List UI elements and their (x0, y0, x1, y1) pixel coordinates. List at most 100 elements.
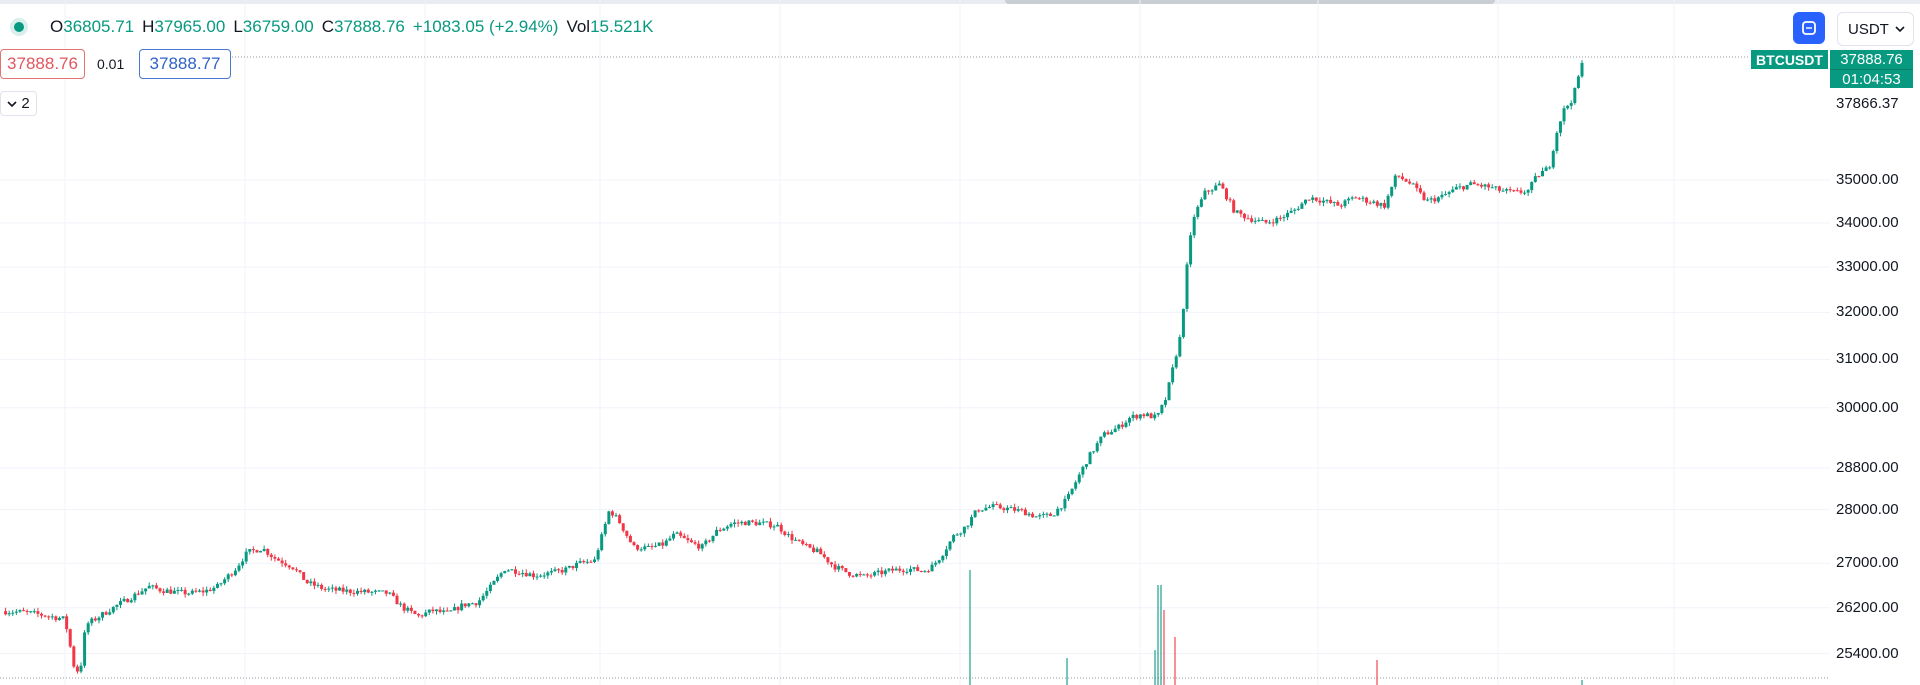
candle-body (1174, 356, 1178, 368)
candle-body (1113, 428, 1117, 433)
candle-body (1070, 488, 1074, 495)
candle-body (865, 574, 869, 576)
candle-body (542, 575, 546, 577)
candle-body (1472, 182, 1476, 185)
candle-body (1530, 182, 1534, 191)
candle-body (761, 521, 765, 523)
spread-value: 0.01 (97, 56, 125, 72)
toolbar-shadow (1005, 0, 1495, 4)
candle-body (1084, 464, 1088, 467)
candle-body (1458, 186, 1462, 188)
candle-body (129, 600, 133, 603)
candle-body (215, 583, 219, 588)
candle-body (686, 538, 690, 541)
candle-body (1163, 400, 1167, 405)
candle-body (305, 579, 309, 584)
candle-body (413, 610, 417, 615)
candle-body (725, 526, 729, 529)
candle-body (1110, 432, 1114, 435)
candle-body (506, 570, 510, 572)
candle-body (140, 591, 144, 595)
price-tick-label: 33000.00 (1836, 257, 1899, 275)
candle-body (1149, 413, 1153, 419)
candle-body (1203, 190, 1207, 200)
candle-body (643, 546, 647, 550)
candle-body (1551, 151, 1555, 168)
candle-body (600, 534, 604, 551)
candle-body (1235, 210, 1239, 213)
candle-body (187, 593, 191, 595)
candle-body (273, 556, 277, 559)
candle-body (36, 611, 40, 614)
candle-body (610, 511, 614, 516)
indicators-toggle[interactable]: 2 (0, 91, 37, 116)
candle-body (391, 592, 395, 596)
candle-body (1013, 507, 1017, 511)
candle-body (1562, 108, 1566, 122)
price-tick-label: 30000.00 (1836, 398, 1899, 416)
candle-body (1016, 509, 1020, 511)
close-label: C (321, 17, 334, 36)
candle-body (119, 601, 122, 605)
candle-body (330, 587, 334, 589)
candle-body (496, 576, 500, 581)
candle-body (1296, 208, 1300, 210)
candle-body (162, 591, 166, 593)
candle-body (891, 568, 895, 571)
candle-body (65, 616, 69, 630)
candle-body (1444, 194, 1448, 196)
candle-body (962, 526, 966, 534)
candle-body (338, 587, 342, 591)
candle-body (1260, 219, 1264, 221)
candle-body (435, 609, 438, 612)
candle-body (970, 517, 974, 526)
candle-body (1400, 176, 1404, 180)
candle-body (1433, 198, 1437, 202)
symbol-tag: BTCUSDT (1751, 50, 1828, 69)
candle-body (409, 607, 413, 611)
candle-body (689, 540, 693, 543)
candle-body (837, 566, 841, 570)
currency-selector[interactable]: USDT (1837, 12, 1914, 46)
candle-body (381, 590, 385, 592)
candle-body (521, 572, 525, 575)
candle-body (1332, 201, 1336, 203)
candle-body (1045, 513, 1049, 515)
candle-body (984, 507, 988, 511)
candle-body (1275, 217, 1279, 224)
candle-body (955, 534, 959, 536)
candle-body (384, 590, 388, 594)
candle-body (1146, 413, 1149, 417)
candle-body (1569, 103, 1573, 106)
candle-body (973, 510, 977, 518)
candle-body (194, 590, 198, 592)
candle-body (1286, 212, 1290, 218)
candle-body (779, 524, 783, 532)
candle-body (1074, 482, 1078, 489)
candle-body (1289, 210, 1293, 213)
candle-body (1339, 205, 1343, 207)
candle-body (1246, 218, 1250, 220)
candle-body (348, 589, 352, 593)
open-label: O (50, 17, 64, 36)
candle-body (294, 569, 298, 571)
candle-body (862, 574, 866, 576)
candle-body (646, 545, 650, 547)
candle-body (438, 609, 442, 612)
candle-body (492, 580, 496, 585)
candle-body (1293, 209, 1297, 211)
candle-body (449, 610, 453, 612)
candle-body (1537, 176, 1541, 178)
candle-body (751, 520, 754, 522)
buy-button[interactable]: 37888.77 (139, 49, 231, 79)
candle-body (887, 568, 891, 571)
fullscreen-button[interactable] (1793, 12, 1825, 44)
candle-body (1566, 105, 1570, 109)
sell-button[interactable]: 37888.76 (0, 49, 85, 79)
candle-body (830, 562, 833, 565)
candle-body (1178, 337, 1182, 357)
candle-body (284, 563, 288, 566)
candle-body (894, 568, 898, 571)
candle-body (1020, 509, 1024, 511)
